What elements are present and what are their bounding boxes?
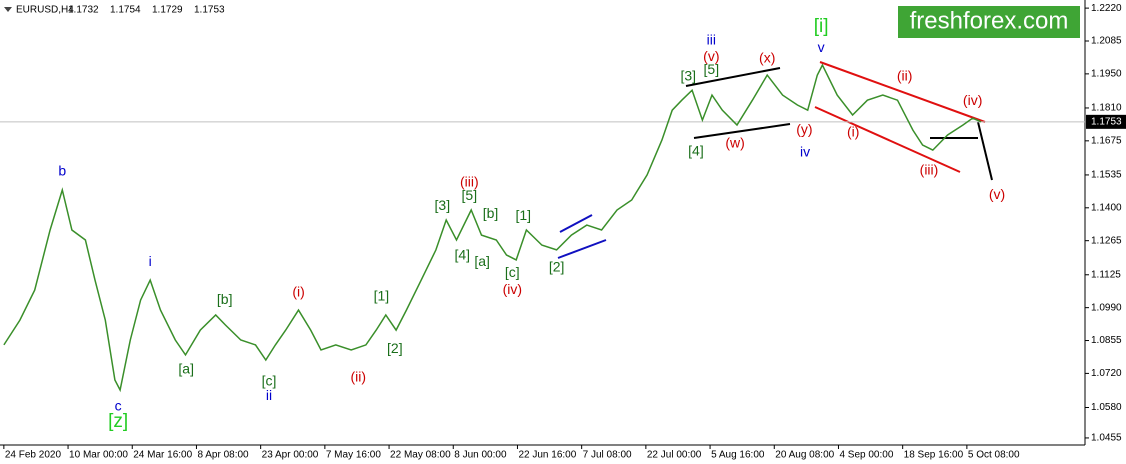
x-tick-label: 18 Sep 16:00	[904, 450, 964, 461]
wave-label: [4]	[454, 247, 470, 263]
wave-label: [c]	[262, 373, 277, 389]
y-tick-label: 1.1125	[1091, 269, 1121, 280]
y-tick-label: 1.2085	[1091, 36, 1122, 47]
wave-label: [c]	[505, 264, 520, 280]
wave-label: [1]	[374, 288, 390, 304]
trend-line	[557, 239, 607, 259]
x-tick-label: 7 Jul 08:00	[583, 450, 632, 461]
ohlc-value: 1.1753	[194, 5, 225, 16]
x-tick-label: 22 Jun 16:00	[518, 450, 576, 461]
wave-label: [b]	[483, 205, 499, 221]
watermark: freshforex.com	[910, 7, 1069, 34]
trend-line	[814, 106, 961, 173]
wave-label: i	[149, 253, 152, 269]
wave-label: [i]	[814, 16, 829, 37]
wave-label: (v)	[703, 48, 719, 64]
trend-line	[559, 214, 593, 233]
wave-label: (w)	[725, 135, 744, 151]
y-tick-label: 1.0990	[1091, 302, 1122, 313]
wave-label: (v)	[989, 186, 1005, 202]
ohlc-value: 1.1732	[68, 5, 99, 16]
trend-lines	[557, 61, 993, 259]
y-tick-label: 1.0580	[1091, 402, 1122, 413]
trend-line	[685, 67, 781, 87]
y-tick-label: 1.1535	[1091, 170, 1122, 181]
wave-label: [a]	[178, 361, 194, 377]
symbol: EURUSD,H4	[16, 5, 74, 16]
wave-label: (ii)	[897, 68, 913, 84]
y-tick-label: 1.0455	[1091, 433, 1122, 444]
wave-label: [2]	[549, 259, 565, 275]
x-tick-label: 4 Sep 00:00	[839, 450, 893, 461]
x-tick-label: 23 Apr 00:00	[262, 450, 319, 461]
wave-label: v	[818, 39, 825, 55]
x-tick-label: 24 Feb 2020	[5, 450, 62, 461]
wave-label: (ii)	[350, 369, 366, 385]
x-tick-label: 22 Jul 00:00	[647, 450, 702, 461]
x-tick-label: 22 May 08:00	[390, 450, 451, 461]
ohlc-value: 1.1754	[110, 5, 141, 16]
trend-line	[819, 61, 986, 123]
y-tick-label: 1.1400	[1091, 202, 1122, 213]
wave-label: iv	[800, 144, 810, 160]
wave-label: [1]	[515, 207, 531, 223]
wave-label: (i)	[292, 284, 304, 300]
y-tick-label: 1.1950	[1091, 69, 1122, 80]
x-tick-label: 8 Jun 00:00	[454, 450, 507, 461]
y-tick-label: 1.1675	[1091, 135, 1122, 146]
watermark-box	[898, 6, 1080, 38]
wave-label: (y)	[796, 121, 812, 137]
x-tick-label: 7 May 16:00	[326, 450, 381, 461]
trend-line	[693, 123, 791, 139]
wave-label: [5]	[704, 61, 720, 77]
wave-label: [3]	[680, 68, 696, 84]
last-price-label: 1.1753	[1091, 116, 1122, 127]
wave-label: c	[115, 398, 122, 414]
wave-label: b	[58, 163, 66, 179]
y-tick-label: 1.1265	[1091, 235, 1122, 246]
last-price-box	[1086, 114, 1126, 129]
trend-line	[977, 121, 993, 181]
wave-label: (iv)	[963, 92, 982, 108]
price-line	[3, 63, 982, 393]
y-tick-label: 1.0720	[1091, 368, 1122, 379]
wave-label: [4]	[688, 143, 704, 159]
wave-label: [5]	[462, 187, 478, 203]
wave-label: (iii)	[460, 174, 479, 190]
wave-label: (x)	[759, 50, 775, 66]
ohlc-value: 1.1729	[152, 5, 183, 16]
wave-label: [2]	[387, 340, 403, 356]
x-tick-label: 24 Mar 16:00	[133, 450, 192, 461]
wave-label: iii	[707, 32, 716, 48]
wave-label: (iv)	[503, 281, 522, 297]
x-tick-label: 5 Oct 08:00	[968, 450, 1020, 461]
wave-label: (i)	[847, 124, 859, 140]
wave-label: [3]	[435, 197, 451, 213]
y-tick-label: 1.2220	[1091, 3, 1122, 14]
y-tick-label: 1.1810	[1091, 103, 1122, 114]
menu-arrow	[4, 7, 12, 12]
x-tick-label: 10 Mar 00:00	[69, 450, 128, 461]
wave-label: ii	[266, 387, 272, 403]
wave-label: [a]	[474, 253, 490, 269]
wave-label: (iii)	[920, 162, 939, 178]
x-tick-label: 20 Aug 08:00	[775, 450, 834, 461]
x-tick-label: 5 Aug 16:00	[711, 450, 765, 461]
x-tick-label: 8 Apr 08:00	[197, 450, 249, 461]
ohlc: 1.1732 1.1754 1.1729 1.1753	[68, 5, 225, 16]
wave-label: [b]	[217, 291, 233, 307]
wave-label: [z]	[108, 411, 128, 432]
y-tick-label: 1.0855	[1091, 335, 1122, 346]
